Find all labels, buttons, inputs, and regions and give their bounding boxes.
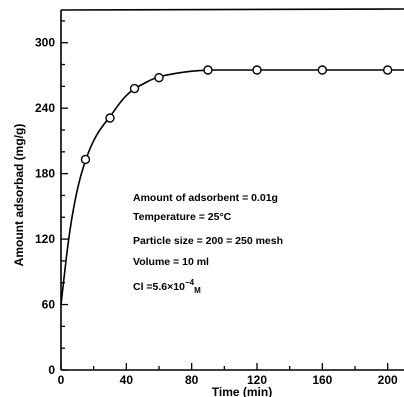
data-point bbox=[154, 72, 164, 83]
y-tick-label: 60 bbox=[42, 298, 56, 312]
x-tick-label: 160 bbox=[312, 373, 332, 387]
fit-curve bbox=[60, 69, 404, 305]
y-tick-label: 240 bbox=[35, 101, 55, 115]
x-tick-label: 200 bbox=[378, 373, 398, 387]
y-tick-label: 0 bbox=[48, 363, 55, 377]
y-tick-label: 300 bbox=[35, 36, 55, 50]
x-tick-label: 40 bbox=[120, 373, 134, 387]
y-axis-label: Amount adsorbad (mg/g) bbox=[12, 124, 26, 267]
annotation-concentration-exponent: −4 bbox=[185, 278, 195, 287]
y-axis-ticks: 0 60 120 180 240 300 bbox=[35, 20, 68, 377]
data-points bbox=[80, 65, 393, 165]
data-point bbox=[80, 154, 91, 165]
data-point bbox=[203, 65, 213, 75]
x-axis-ticks: 0 40 80 120 160 200 bbox=[58, 363, 398, 387]
data-point bbox=[252, 65, 262, 75]
top-frame-line bbox=[60, 8, 404, 11]
x-axis-label: Time (min) bbox=[212, 385, 272, 397]
y-tick-label: 180 bbox=[35, 167, 55, 181]
data-point bbox=[129, 83, 140, 94]
y-tick-label: 120 bbox=[35, 232, 55, 246]
x-tick-label: 120 bbox=[247, 373, 267, 387]
x-tick-label: 0 bbox=[58, 373, 65, 387]
annotation-concentration: Cl =5.6×10−4M bbox=[133, 278, 201, 295]
data-point bbox=[317, 65, 328, 75]
plot-frame bbox=[60, 8, 404, 371]
annotation-adsorbent: Amount of adsorbent = 0.01g bbox=[133, 192, 278, 204]
annotation-concentration-unit: M bbox=[194, 286, 201, 295]
annotation-temperature: Temperature = 25°C bbox=[133, 211, 232, 223]
data-point bbox=[382, 65, 393, 75]
annotation-concentration-main: Cl =5.6×10 bbox=[133, 281, 185, 293]
x-tick-label: 80 bbox=[185, 373, 199, 387]
fit-curve-line bbox=[60, 69, 404, 305]
annotation-volume: Volume = 10 ml bbox=[133, 256, 209, 268]
data-point bbox=[105, 113, 115, 123]
experimental-conditions: Amount of adsorbent = 0.01g Temperature … bbox=[133, 192, 283, 295]
annotation-particle-size: Particle size = 200 = 250 mesh bbox=[133, 235, 283, 247]
